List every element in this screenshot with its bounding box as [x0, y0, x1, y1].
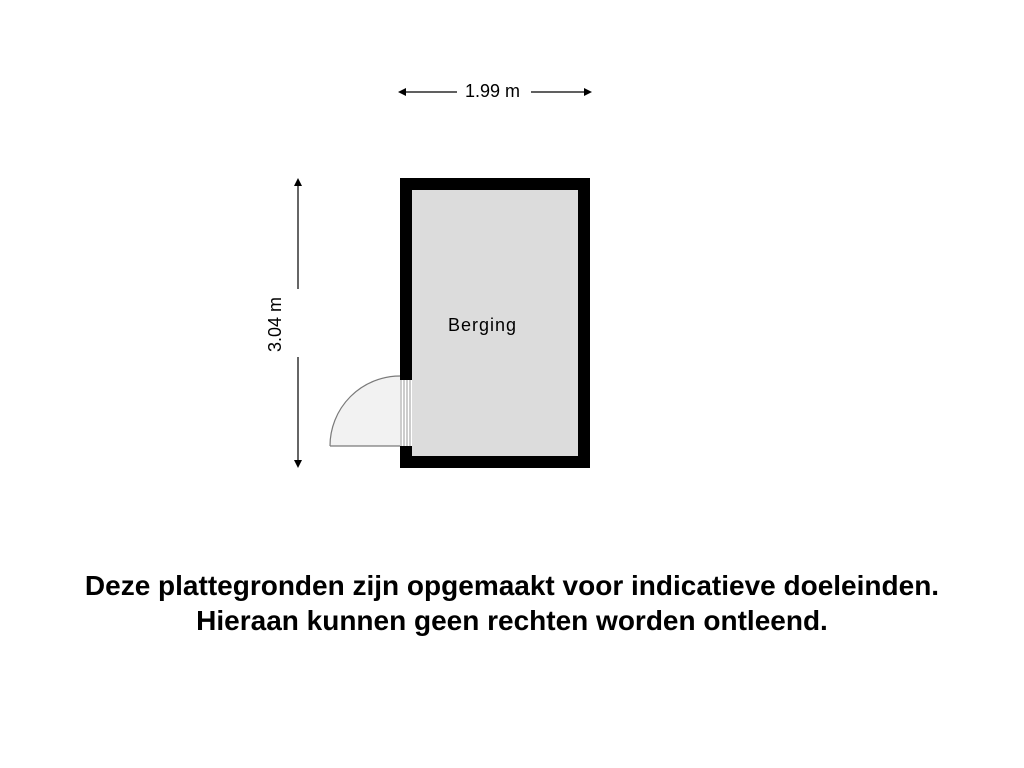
disclaimer-text: Deze plattegronden zijn opgemaakt voor i… — [0, 568, 1024, 638]
floorplan-svg — [0, 0, 1024, 768]
disclaimer-line2: Hieraan kunnen geen rechten worden ontle… — [196, 605, 828, 636]
dimension-height-label: 3.04 m — [265, 297, 286, 352]
disclaimer-line1: Deze plattegronden zijn opgemaakt voor i… — [85, 570, 939, 601]
floorplan-canvas: Berging 1.99 m 3.04 m Deze plattegronden… — [0, 0, 1024, 768]
room-label: Berging — [448, 315, 517, 336]
dimension-width-label: 1.99 m — [465, 81, 520, 102]
